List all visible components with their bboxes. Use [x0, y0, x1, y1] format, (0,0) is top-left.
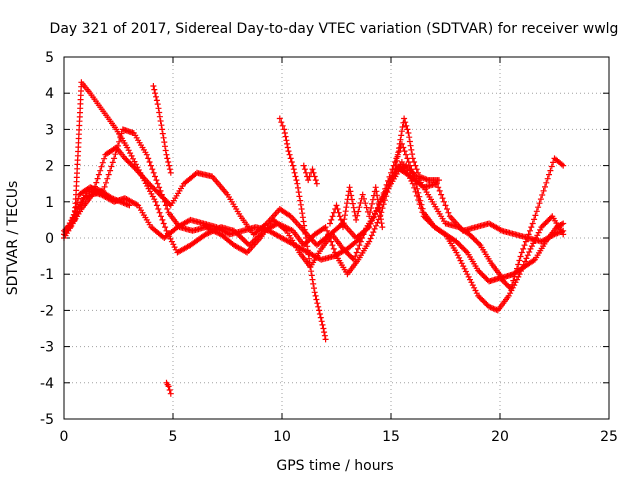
data-markers — [67, 184, 133, 231]
y-tick-label: 2 — [45, 159, 54, 175]
y-tick-label: -3 — [40, 340, 54, 356]
y-tick-label: 0 — [45, 231, 54, 247]
data-markers — [150, 83, 174, 176]
y-tick-label: -5 — [40, 412, 54, 428]
series-trace-8 — [276, 115, 329, 343]
x-tick-label: 10 — [273, 429, 291, 445]
data-markers — [276, 115, 329, 343]
series-trace-7 — [163, 379, 174, 397]
axis-ticks: 0 5 10 15 20 25 -5 -4 -3 -2 -1 0 1 2 3 4 5 — [40, 50, 618, 445]
series-trace-9 — [300, 162, 320, 187]
y-tick-label: 3 — [45, 122, 54, 138]
x-tick-label: 5 — [169, 429, 178, 445]
y-axis-label: SDTVAR / TECUs — [5, 181, 21, 296]
y-tick-label: 1 — [45, 195, 54, 211]
x-axis-label: GPS time / hours — [276, 458, 393, 474]
plot-frame — [63, 56, 610, 420]
data-markers — [300, 162, 320, 187]
series-trace-10 — [327, 184, 386, 231]
data-markers — [327, 184, 386, 231]
y-tick-label: -1 — [40, 267, 54, 283]
x-tick-label: 25 — [600, 429, 618, 445]
x-tick-label: 20 — [491, 429, 509, 445]
x-tick-label: 15 — [382, 429, 400, 445]
series-trace-6 — [150, 83, 174, 176]
series-trace-11 — [392, 115, 442, 184]
chart-title: Day 321 of 2017, Sidereal Day-to-day VTE… — [50, 21, 619, 37]
y-tick-label: 4 — [45, 86, 54, 102]
series-trace-5 — [67, 184, 133, 231]
data-markers — [163, 379, 174, 397]
y-tick-label: -2 — [40, 303, 54, 319]
data-markers — [392, 115, 442, 184]
x-tick-label: 0 — [60, 429, 69, 445]
y-tick-label: 5 — [45, 50, 54, 66]
y-tick-label: -4 — [40, 376, 54, 392]
